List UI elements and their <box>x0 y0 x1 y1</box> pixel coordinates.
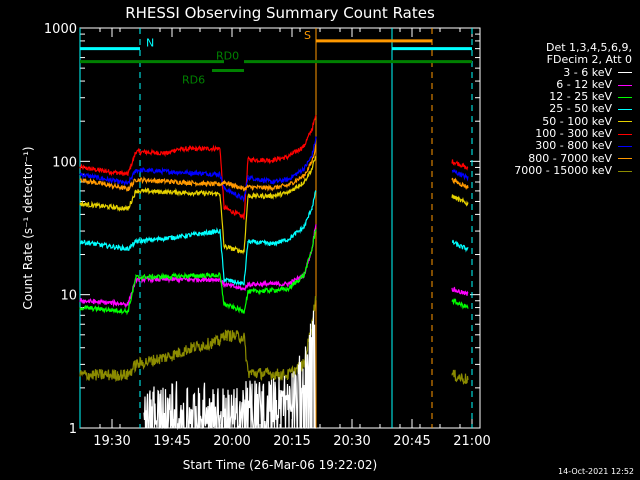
legend-entry-label: 50 - 100 keV <box>542 114 612 128</box>
y-tick-label: 1000 <box>44 22 77 37</box>
legend-entry: 7000 - 15000 keV <box>472 163 632 177</box>
night_N-label: N <box>146 37 154 50</box>
legend-entry-label: 3 - 6 keV <box>563 65 612 79</box>
legend-swatch <box>618 96 632 98</box>
legend: Det 1,3,4,5,6,9, FDecim 2, Att 0 3 - 6 k… <box>472 41 632 178</box>
legend-entries: 3 - 6 keV 6 - 12 keV 12 - 25 keV 25 - 50 ke… <box>472 65 632 178</box>
series-line-4 <box>79 189 469 286</box>
y-tick-label: 100 <box>52 155 77 170</box>
legend-swatch <box>618 170 632 172</box>
saa_S-label: S <box>304 29 311 42</box>
x-axis-label: Start Time (26-Mar-06 19:22:02) <box>183 458 377 472</box>
footer-timestamp: 14-Oct-2021 12:52 <box>558 467 634 476</box>
legend-swatch <box>618 84 632 86</box>
plot-area: 1 10 100 1000 19:30 19:45 20:00 20:15 20:30 20:45… <box>44 22 491 449</box>
x-tick-label: 20:15 <box>273 434 310 449</box>
legend-swatch <box>618 121 632 123</box>
x-tick-label: 19:45 <box>153 434 190 449</box>
series-line-5 <box>79 224 469 309</box>
x-tick-label: 19:30 <box>93 434 130 449</box>
y-tick-label: 10 <box>60 289 77 304</box>
legend-entry: 25 - 50 keV <box>472 103 632 115</box>
legend-entry: 50 - 100 keV <box>472 114 632 128</box>
legend-entry: 300 - 800 keV <box>472 140 632 152</box>
legend-swatch <box>618 146 632 148</box>
series-line-0 <box>79 115 469 220</box>
legend-swatch <box>618 109 632 111</box>
legend-entry-label: 25 - 50 keV <box>549 102 612 116</box>
x-tick-label: 20:30 <box>333 434 370 449</box>
series-line-6 <box>79 229 469 316</box>
legend-entry: 800 - 7000 keV <box>472 151 632 165</box>
legend-entry: 6 - 12 keV <box>472 77 632 91</box>
legend-swatch <box>618 72 632 74</box>
x-tick-label: 20:45 <box>393 434 430 449</box>
series-line-3 <box>79 156 469 255</box>
legend-header-detectors: Det 1,3,4,5,6,9, <box>545 41 632 54</box>
legend-entry: 100 - 300 keV <box>472 127 632 141</box>
legend-entry-label: 12 - 25 keV <box>549 90 612 104</box>
legend-entry: 3 - 6 keV <box>472 65 632 79</box>
y-tick-label: 1 <box>69 422 77 437</box>
legend-swatch <box>618 133 632 135</box>
y-axis-label: Count Rate (s⁻¹ detector⁻¹) <box>21 146 35 309</box>
legend-entry-label: 800 - 7000 keV <box>528 151 612 165</box>
legend-entry-label: 6 - 12 keV <box>556 77 612 91</box>
rd6-label: RD6 <box>182 74 205 87</box>
chart-title: RHESSI Observing Summary Count Rates <box>125 4 435 22</box>
rd0-label: RD0 <box>216 50 239 63</box>
series-line-1 <box>79 136 469 203</box>
x-tick-label: 20:00 <box>213 434 250 449</box>
legend-header-fdecim: FDecim 2, Att 0 <box>546 53 632 67</box>
series-line-8 <box>143 310 316 431</box>
series-line-7 <box>79 295 469 385</box>
series-line-2 <box>79 143 469 192</box>
legend-entry-label: 100 - 300 keV <box>535 127 612 141</box>
legend-entry-label: 7000 - 15000 keV <box>514 163 612 177</box>
legend-entry-label: 300 - 800 keV <box>535 139 612 153</box>
legend-swatch <box>618 158 632 160</box>
x-tick-label: 21:00 <box>453 434 490 449</box>
legend-entry: 12 - 25 keV <box>472 90 632 104</box>
